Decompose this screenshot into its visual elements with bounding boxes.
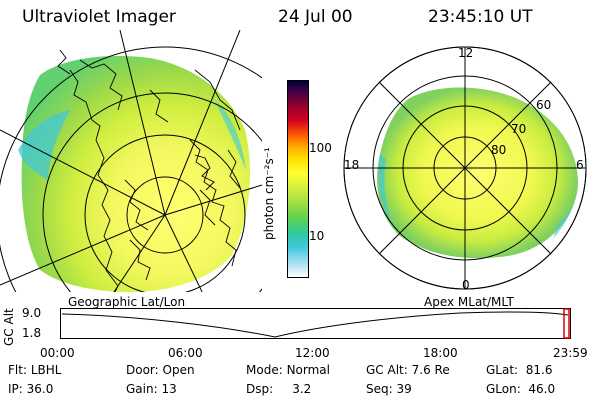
time-tick-0000: 00:00 xyxy=(40,346,75,360)
info-flt: Flt: LBHL xyxy=(8,363,62,377)
gc-alt-axis-label: GC Alt xyxy=(2,308,16,346)
info-dsp: Dsp: 3.2 xyxy=(246,382,312,396)
apex-label: Apex MLat/MLT xyxy=(424,295,514,309)
mlat-label-70: 70 xyxy=(511,122,527,136)
date-label: 24 Jul 00 xyxy=(278,7,353,27)
gc-alt-tick-min: 1.8 xyxy=(22,326,42,340)
time-tick-1800: 18:00 xyxy=(423,346,458,360)
geographic-image-panel xyxy=(0,30,262,292)
info-glon: GLon: 46.0 xyxy=(486,382,556,396)
gc-alt-tick-max: 9.0 xyxy=(22,306,42,320)
auroral-image-geographic xyxy=(21,55,251,292)
info-ip: IP: 36.0 xyxy=(8,382,54,396)
colorbar-unit-label: photon cm⁻²s⁻¹ xyxy=(262,147,276,240)
mlt-label-18: 18 xyxy=(344,158,360,172)
lon-grid xyxy=(0,30,262,292)
mlat-label-60: 60 xyxy=(536,98,552,112)
geographic-label: Geographic Lat/Lon xyxy=(68,295,186,309)
dayside-edge xyxy=(18,110,70,180)
info-glat: GLat: 81.6 xyxy=(486,363,553,377)
altitude-timeline xyxy=(60,308,571,339)
color-bar xyxy=(287,80,309,278)
gc-alt-axis-label-wrap: GC Alt xyxy=(0,308,20,348)
apex-polar-panel xyxy=(343,46,587,290)
altitude-curve xyxy=(61,311,569,338)
info-door: Door: Open xyxy=(126,363,195,377)
info-seq: Seq: 39 xyxy=(366,382,412,396)
colorbar-tick-100: 100 xyxy=(309,141,332,155)
mlt-grid xyxy=(344,47,586,289)
coastlines xyxy=(57,49,241,292)
mlt-label-0: 0 xyxy=(462,278,470,292)
info-mode: Mode: Normal xyxy=(246,363,330,377)
info-gain: Gain: 13 xyxy=(126,382,177,396)
mlt-label-12: 12 xyxy=(458,46,474,60)
timeline-frame xyxy=(60,308,571,339)
time-tick-1200: 12:00 xyxy=(295,346,330,360)
time-tick-2359: 23:59 xyxy=(553,346,588,360)
instrument-title: Ultraviolet Imager xyxy=(22,7,176,27)
mlt-label-6: 6 xyxy=(576,158,584,172)
colorbar-tick-10: 10 xyxy=(309,229,325,243)
mlat-label-80: 80 xyxy=(491,143,507,157)
current-time-marker xyxy=(563,308,570,339)
info-gc-alt: GC Alt: 7.6 Re xyxy=(366,363,450,377)
time-label: 23:45:10 UT xyxy=(428,7,533,27)
lat-grid xyxy=(0,46,262,292)
time-tick-0600: 06:00 xyxy=(168,346,203,360)
